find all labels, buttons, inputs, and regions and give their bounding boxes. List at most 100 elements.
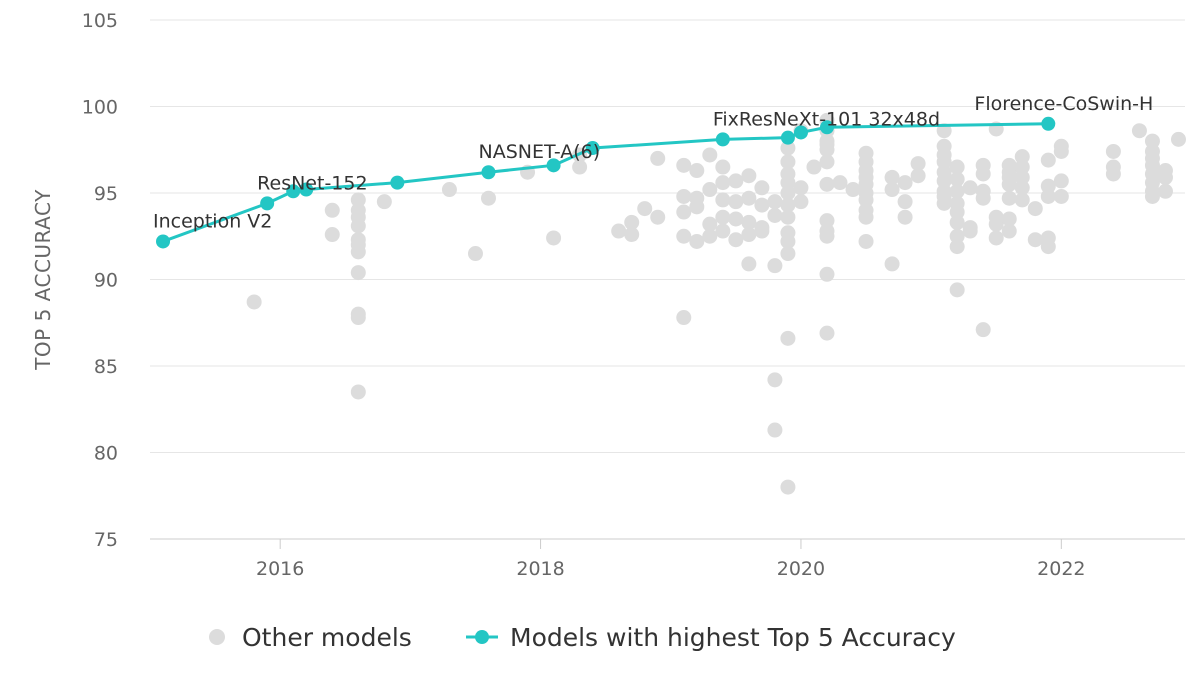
other-model-point-16: [467, 246, 483, 262]
best-model-labels: Inception V2 ResNet-152 NASNET-A(6) FixResN…: [153, 93, 1153, 233]
other-model-point-167: [1105, 166, 1121, 182]
other-model-point-3: [350, 192, 366, 208]
axes: [150, 538, 1185, 549]
best-model-label-2: NASNET-A(6): [478, 141, 600, 163]
other-model-point-106: [884, 256, 900, 272]
best-model-point-5: [481, 165, 496, 180]
other-model-point-146: [1001, 190, 1017, 206]
other-model-point-91: [819, 325, 835, 341]
other-model-point-40: [702, 228, 718, 244]
other-model-point-164: [1053, 143, 1069, 159]
other-model-point-54: [741, 256, 757, 272]
best-model-point-9: [780, 130, 795, 145]
other-model-point-127: [949, 228, 965, 244]
best-model-point-10: [793, 125, 808, 140]
other-model-point-90: [819, 266, 835, 282]
other-model-point-56: [754, 197, 770, 213]
best-model-point-11: [819, 120, 834, 135]
best-model-label-3: FixResNeXt-101 32x48d: [713, 108, 940, 130]
best-model-point-4: [390, 175, 405, 190]
other-model-point-14: [376, 194, 392, 210]
other-model-point-0: [246, 294, 262, 310]
other-model-point-107: [897, 175, 913, 191]
other-model-point-102: [858, 209, 874, 225]
other-model-point-125: [949, 204, 965, 220]
best-model-label-1: ResNet-152: [257, 172, 367, 194]
other-model-point-27: [650, 209, 666, 225]
best-model-point-7: [585, 141, 600, 156]
other-model-point-120: [936, 195, 952, 211]
x-tick-label-2020: 2020: [777, 558, 825, 580]
other-model-point-100: [858, 192, 874, 208]
best-model-point-1: [260, 196, 275, 211]
other-model-point-117: [936, 173, 952, 189]
other-model-point-46: [728, 194, 744, 210]
other-model-point-104: [884, 169, 900, 185]
other-model-point-84: [819, 142, 835, 158]
other-model-point-2: [324, 227, 340, 243]
other-model-point-65: [780, 154, 796, 170]
other-model-point-126: [949, 214, 965, 230]
other-model-point-130: [962, 180, 978, 196]
y-tick-label-85: 85: [94, 356, 118, 378]
best-model-point-3: [299, 182, 314, 197]
other-model-point-17: [480, 190, 496, 206]
other-model-point-72: [780, 233, 796, 249]
other-model-point-110: [910, 156, 926, 172]
other-model-point-158: [1040, 239, 1056, 255]
other-model-point-151: [1014, 169, 1030, 185]
other-model-point-59: [767, 194, 783, 210]
other-model-point-140: [988, 230, 1004, 246]
other-model-point-121: [949, 159, 965, 175]
other-model-point-93: [845, 182, 861, 198]
other-model-point-9: [350, 244, 366, 260]
other-model-point-67: [780, 175, 796, 191]
other-model-point-111: [910, 168, 926, 184]
other-model-point-76: [793, 180, 809, 196]
legend-item-highest-top5[interactable]: Models with highest Top 5 Accuracy: [466, 623, 956, 652]
other-model-point-19: [546, 230, 562, 246]
other-model-point-89: [819, 228, 835, 244]
other-model-point-159: [1040, 178, 1056, 194]
other-model-point-49: [728, 173, 744, 189]
other-model-point-58: [754, 223, 770, 239]
other-model-point-155: [1027, 232, 1043, 248]
other-model-point-75: [780, 479, 796, 495]
other-model-point-165: [1105, 143, 1121, 159]
other-model-point-50: [741, 168, 757, 184]
other-model-point-156: [1040, 152, 1056, 168]
y-tick-label-95: 95: [94, 183, 118, 205]
y-tick-label-90: 90: [94, 270, 118, 292]
best-model-point-6: [546, 158, 561, 173]
gridlines: [150, 19, 1185, 453]
other-model-point-32: [676, 310, 692, 326]
other-model-point-73: [780, 246, 796, 262]
other-model-point-64: [780, 140, 796, 156]
other-model-point-39: [702, 216, 718, 232]
y-tick-label-80: 80: [94, 443, 118, 465]
other-model-point-134: [975, 166, 991, 182]
other-model-point-33: [689, 163, 705, 179]
legend-item-other-models[interactable]: Other models: [209, 623, 412, 652]
legend-marker-other-models: [209, 629, 225, 645]
other-model-point-60: [767, 207, 783, 223]
other-model-point-35: [689, 199, 705, 215]
other-model-point-61: [767, 372, 783, 388]
other-model-point-132: [962, 223, 978, 239]
other-model-point-129: [949, 282, 965, 298]
other-model-point-154: [1027, 201, 1043, 217]
other-model-point-20: [572, 159, 588, 175]
other-model-point-63: [767, 258, 783, 274]
best-model-label-4: Florence-CoSwin-H: [974, 93, 1153, 115]
y-tick-label-100: 100: [82, 97, 118, 119]
best-models-series: [156, 116, 1056, 249]
other-model-point-1: [324, 202, 340, 218]
other-model-point-74: [780, 330, 796, 346]
other-model-point-10: [350, 265, 366, 281]
best-model-label-0: Inception V2: [153, 210, 272, 232]
other-model-point-15: [441, 182, 457, 198]
best-model-point-12: [1041, 116, 1056, 131]
other-model-point-42: [715, 175, 731, 191]
other-model-point-136: [975, 190, 991, 206]
other-model-point-48: [728, 232, 744, 248]
